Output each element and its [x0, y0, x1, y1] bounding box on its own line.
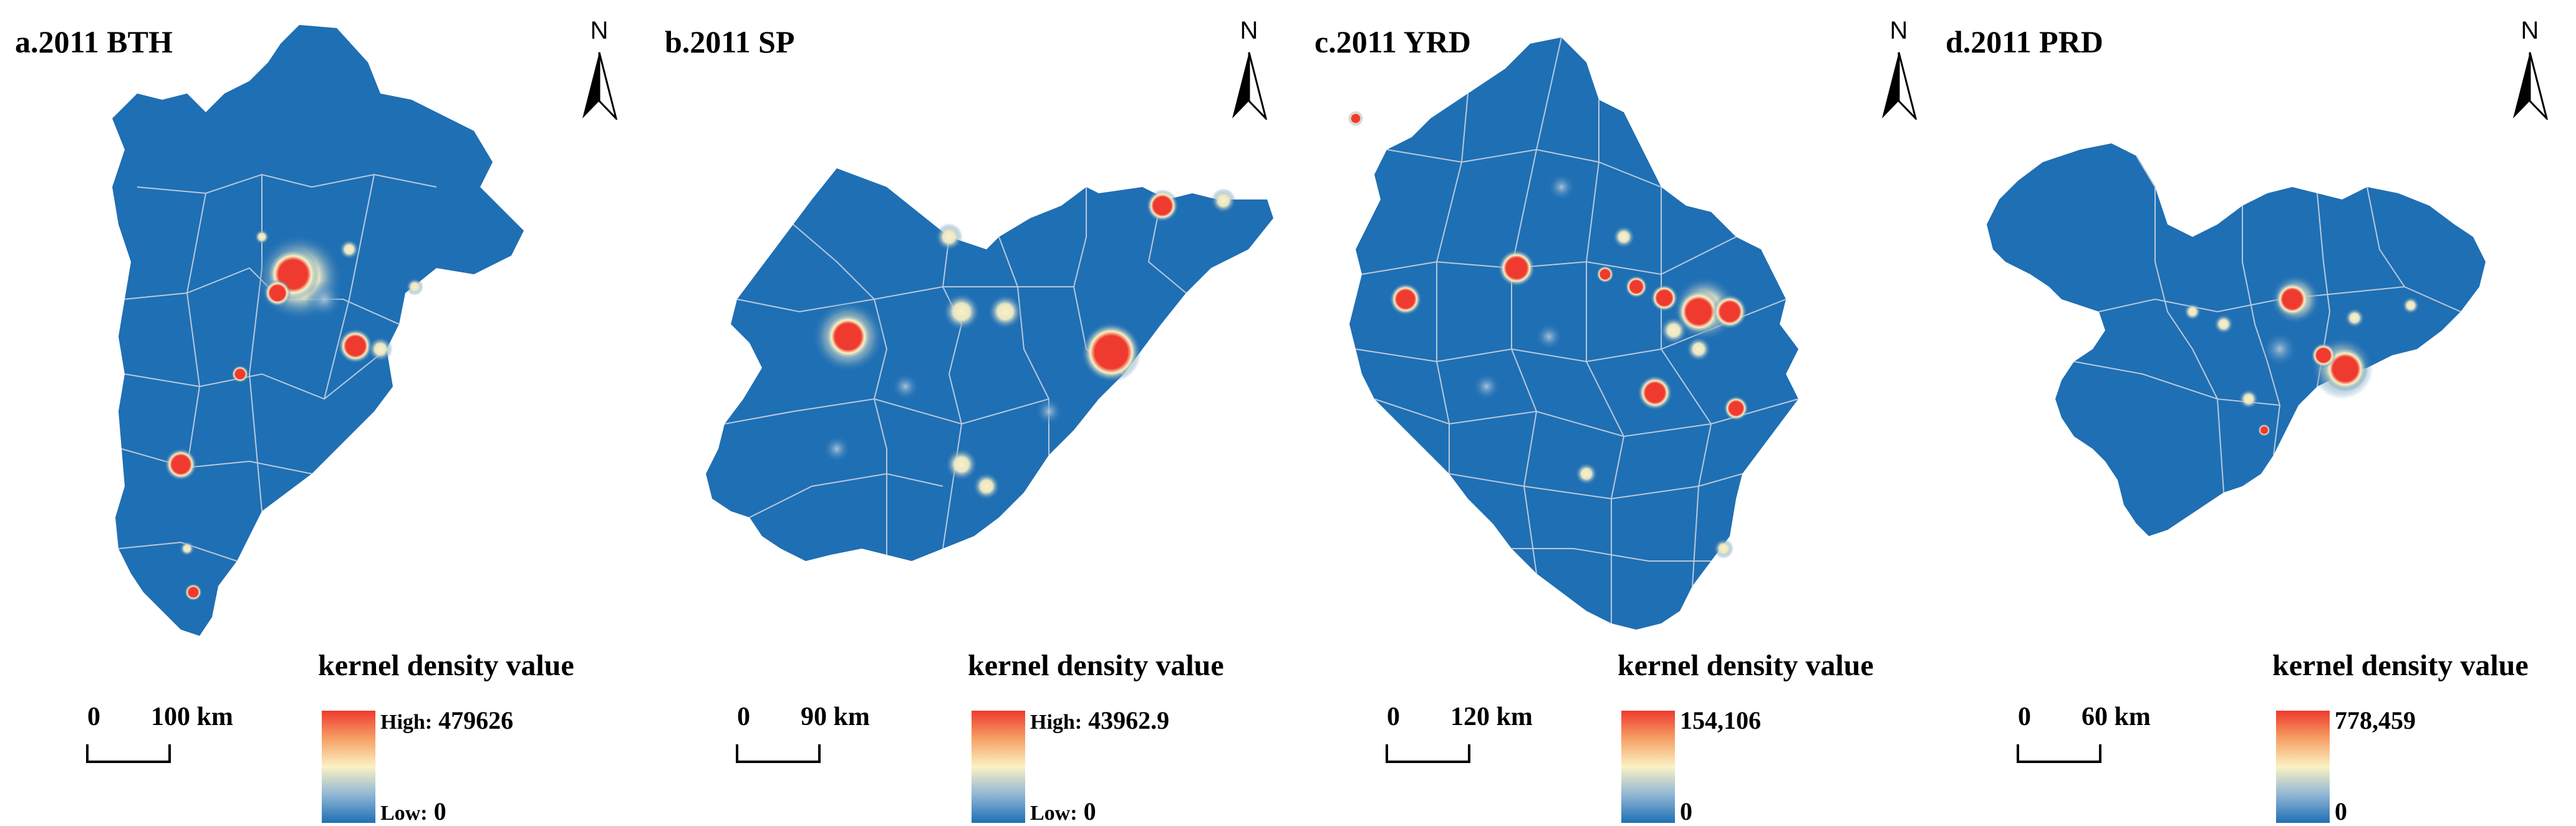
north-label: N	[1890, 17, 1908, 44]
north-label: N	[1240, 17, 1258, 44]
legend-high: High: 43962.9	[1030, 706, 1170, 734]
scale-distance-label: 90 km	[801, 703, 870, 731]
map-prd	[1987, 143, 2486, 536]
panel-title: b.2011 SP	[665, 24, 795, 59]
density-hotspots	[812, 188, 1236, 500]
scale-bar: 0 120 km	[1377, 702, 1533, 771]
legend-color-ramp	[2276, 711, 2330, 823]
legend-title: kernel density value	[1618, 649, 1874, 682]
scale-bar: 0 90 km	[727, 702, 870, 771]
map-panel-prd: d.2011 PRD N	[1931, 0, 2574, 825]
panel-title: d.2011 PRD	[1946, 24, 2103, 59]
legend-title: kernel density value	[2272, 649, 2529, 682]
scale-zero-label: 0	[2018, 703, 2031, 731]
density-hotspots	[2184, 274, 2419, 436]
scale-distance-label: 60 km	[2082, 703, 2151, 731]
legend-color-ramp	[972, 711, 1025, 823]
scale-zero-label: 0	[1387, 703, 1400, 731]
map-sp	[706, 168, 1273, 561]
scale-zero-label: 0	[737, 703, 750, 731]
north-arrow-icon: N	[1882, 17, 1918, 120]
panel-title: a.2011 BTH	[15, 24, 173, 59]
legend-low: Low: 0	[1030, 797, 1096, 825]
legend-high: 778,459	[2335, 706, 2416, 734]
density-legend: kernel density value 154,106 0	[1618, 648, 1967, 825]
legend-low: Low: 0	[380, 797, 446, 825]
map-bth	[112, 25, 524, 636]
legend-title: kernel density value	[968, 649, 1224, 682]
region-shape	[706, 168, 1273, 561]
map-panel-sp: b.2011 SP N	[650, 0, 1293, 825]
legend-color-ramp	[322, 711, 375, 823]
scale-bar: 0 100 km	[77, 702, 233, 771]
north-arrow-icon: N	[1232, 17, 1268, 120]
density-legend: kernel density value High: 479626 Low: 0	[318, 648, 667, 825]
map-panel-yrd: c.2011 YRD N	[1300, 0, 1943, 825]
panel-title: c.2011 YRD	[1315, 24, 1471, 59]
region-shape	[1349, 37, 1798, 630]
scale-bar: 0 60 km	[2008, 702, 2151, 771]
north-arrow-icon: N	[582, 17, 618, 120]
district-borders	[1355, 37, 1799, 623]
region-shape	[112, 25, 524, 636]
density-legend: kernel density value 778,459 0	[2272, 648, 2576, 825]
legend-title: kernel density value	[318, 649, 574, 682]
map-yrd	[1348, 37, 1799, 630]
legend-low: 0	[2335, 797, 2347, 825]
north-arrow-icon: N	[2513, 17, 2549, 120]
density-legend: kernel density value High: 43962.9 Low: …	[968, 648, 1317, 825]
scale-distance-label: 120 km	[1450, 703, 1533, 731]
region-shape	[1987, 143, 2486, 536]
legend-color-ramp	[1621, 711, 1675, 823]
map-panel-bth: a.2011 BTH N	[0, 0, 644, 825]
north-label: N	[2521, 17, 2539, 44]
north-label: N	[591, 17, 609, 44]
scale-zero-label: 0	[87, 703, 100, 731]
density-hotspots	[1348, 111, 1749, 559]
legend-high: 154,106	[1680, 706, 1761, 734]
scale-distance-label: 100 km	[151, 703, 233, 731]
density-hotspots	[165, 229, 423, 601]
legend-high: High: 479626	[380, 706, 514, 734]
legend-low: 0	[1680, 797, 1692, 825]
